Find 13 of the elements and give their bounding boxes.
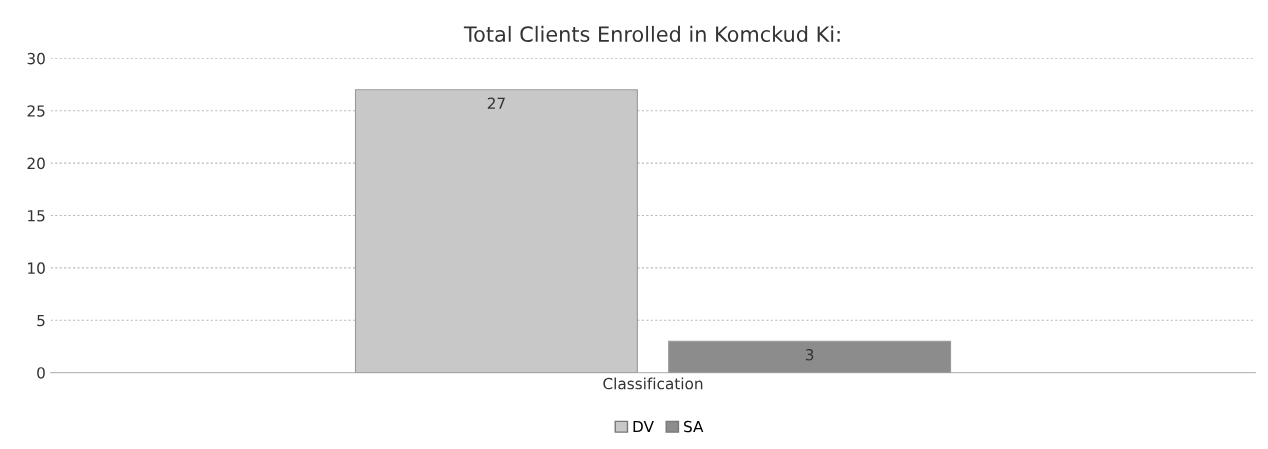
legend-label: DV bbox=[633, 420, 654, 433]
y-tick-label: 5 bbox=[37, 314, 45, 327]
y-tick-label: 10 bbox=[28, 262, 45, 274]
x-tick-label: Classification bbox=[603, 377, 703, 390]
y-tick-label: 0 bbox=[37, 367, 45, 379]
data-label: 27 bbox=[487, 97, 505, 109]
y-tick-label: 25 bbox=[27, 105, 45, 117]
data-label: 3 bbox=[805, 348, 814, 361]
y-tick-label: 30 bbox=[27, 52, 45, 65]
y-tick-label: 15 bbox=[28, 210, 45, 222]
y-tick-label: 20 bbox=[27, 157, 45, 170]
legend-label: SA bbox=[684, 420, 704, 433]
chart-title: Total Clients Enrolled in Komckud Ki: bbox=[463, 25, 840, 42]
